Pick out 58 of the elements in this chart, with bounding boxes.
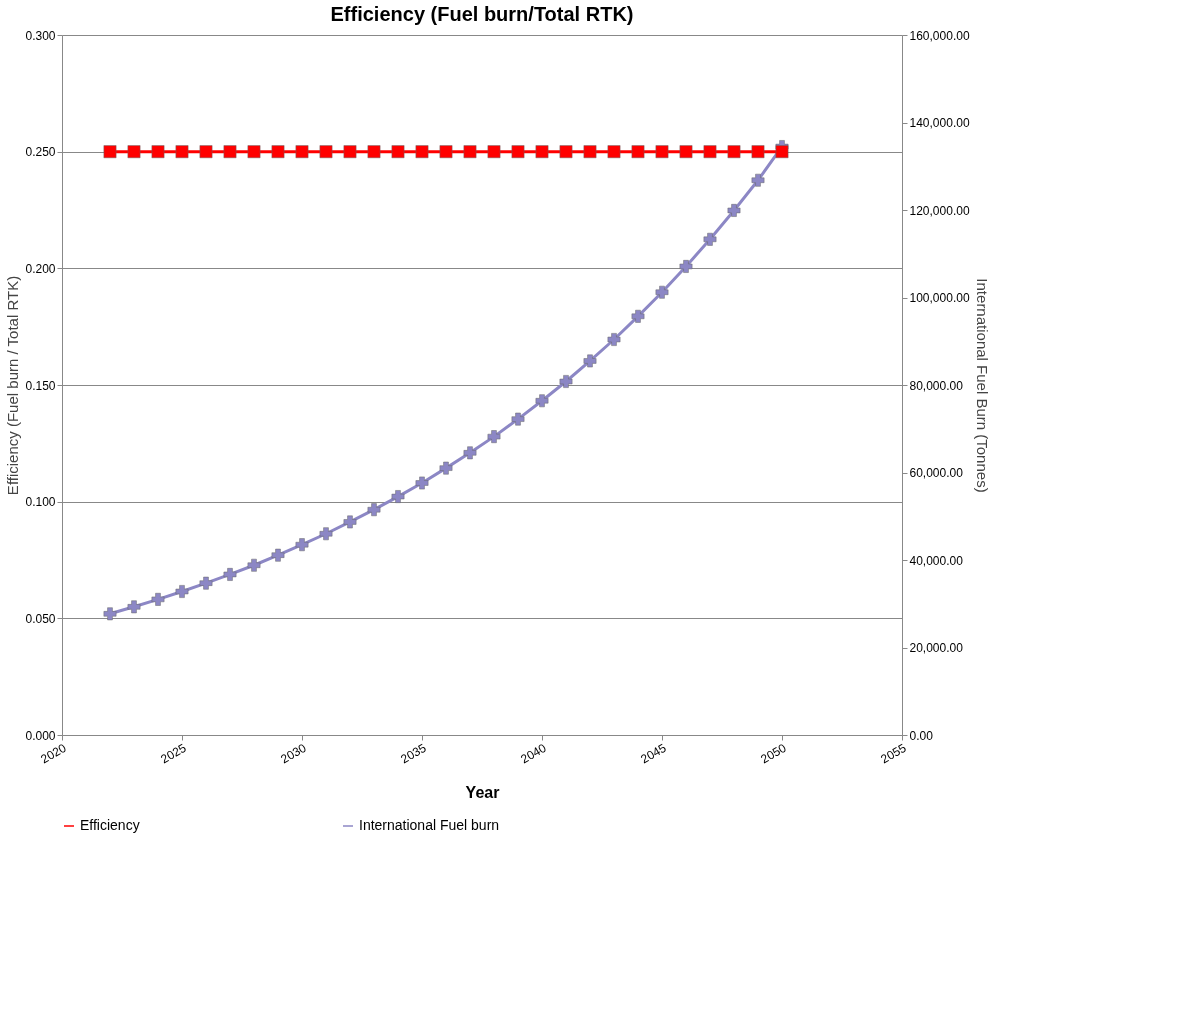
point [343, 515, 357, 529]
point [679, 260, 693, 273]
point [127, 600, 141, 614]
point [751, 173, 765, 187]
point [631, 309, 645, 323]
y-tick-label: 0.250 [25, 145, 56, 160]
x-tick-label: 2030 [278, 740, 309, 767]
x-axis-title: Year [465, 784, 500, 802]
x-tick-label: 2025 [158, 740, 189, 767]
point [559, 375, 573, 388]
x-tick-label: 2050 [758, 740, 789, 767]
chart-title: Efficiency (Fuel burn/Total RTK) [330, 3, 634, 25]
x-tick-label: 2035 [398, 740, 429, 767]
point [103, 607, 117, 621]
point [223, 568, 237, 581]
y2-tick-label: 140,000.00 [909, 116, 970, 130]
point [295, 538, 309, 552]
point [727, 204, 741, 217]
point [175, 585, 189, 598]
x-tick-label: 2020 [38, 740, 69, 767]
y2-tick-label: 100,000.00 [909, 291, 970, 305]
y2-tick-label: 80,000.00 [909, 378, 964, 393]
point [271, 548, 285, 562]
point [487, 430, 501, 443]
point [463, 446, 477, 460]
point [655, 285, 669, 299]
y2-tick-label: 160,000.00 [909, 28, 970, 43]
legend-label: International Fuel burn [359, 817, 500, 833]
y2-tick-label: 60,000.00 [909, 466, 964, 480]
point [415, 476, 429, 490]
point [511, 412, 525, 426]
point [583, 354, 597, 368]
y-tick-label: 0.050 [25, 611, 56, 626]
point [703, 232, 717, 246]
y2-axis-title: International Fuel Burn (Tonnes) [973, 278, 991, 493]
y-axis-title: Efficiency (Fuel burn / Total RTK) [4, 275, 22, 496]
y2-tick-label: 40,000.00 [909, 553, 964, 568]
y-tick-label: 0.300 [25, 28, 56, 43]
y-tick-label: 0.150 [25, 378, 56, 393]
y-tick-label: 0.000 [25, 728, 56, 743]
y2-tick-label: 20,000.00 [909, 641, 964, 655]
point [439, 461, 453, 475]
y-tick-label: 0.100 [25, 495, 56, 510]
y-tick-label: 0.200 [25, 261, 56, 276]
y2-tick-label: 120,000.00 [909, 203, 970, 218]
y2-tick-label: 0.00 [909, 728, 934, 743]
point [367, 503, 381, 517]
x-tick-label: 2055 [878, 740, 909, 767]
point [319, 527, 333, 541]
point [151, 593, 165, 606]
point [199, 576, 213, 590]
point [391, 490, 405, 503]
x-tick-label: 2040 [518, 740, 549, 767]
x-tick-label: 2045 [638, 740, 669, 767]
point [535, 394, 549, 408]
point [607, 333, 621, 346]
point [247, 558, 261, 572]
legend-label: Efficiency [80, 817, 140, 833]
